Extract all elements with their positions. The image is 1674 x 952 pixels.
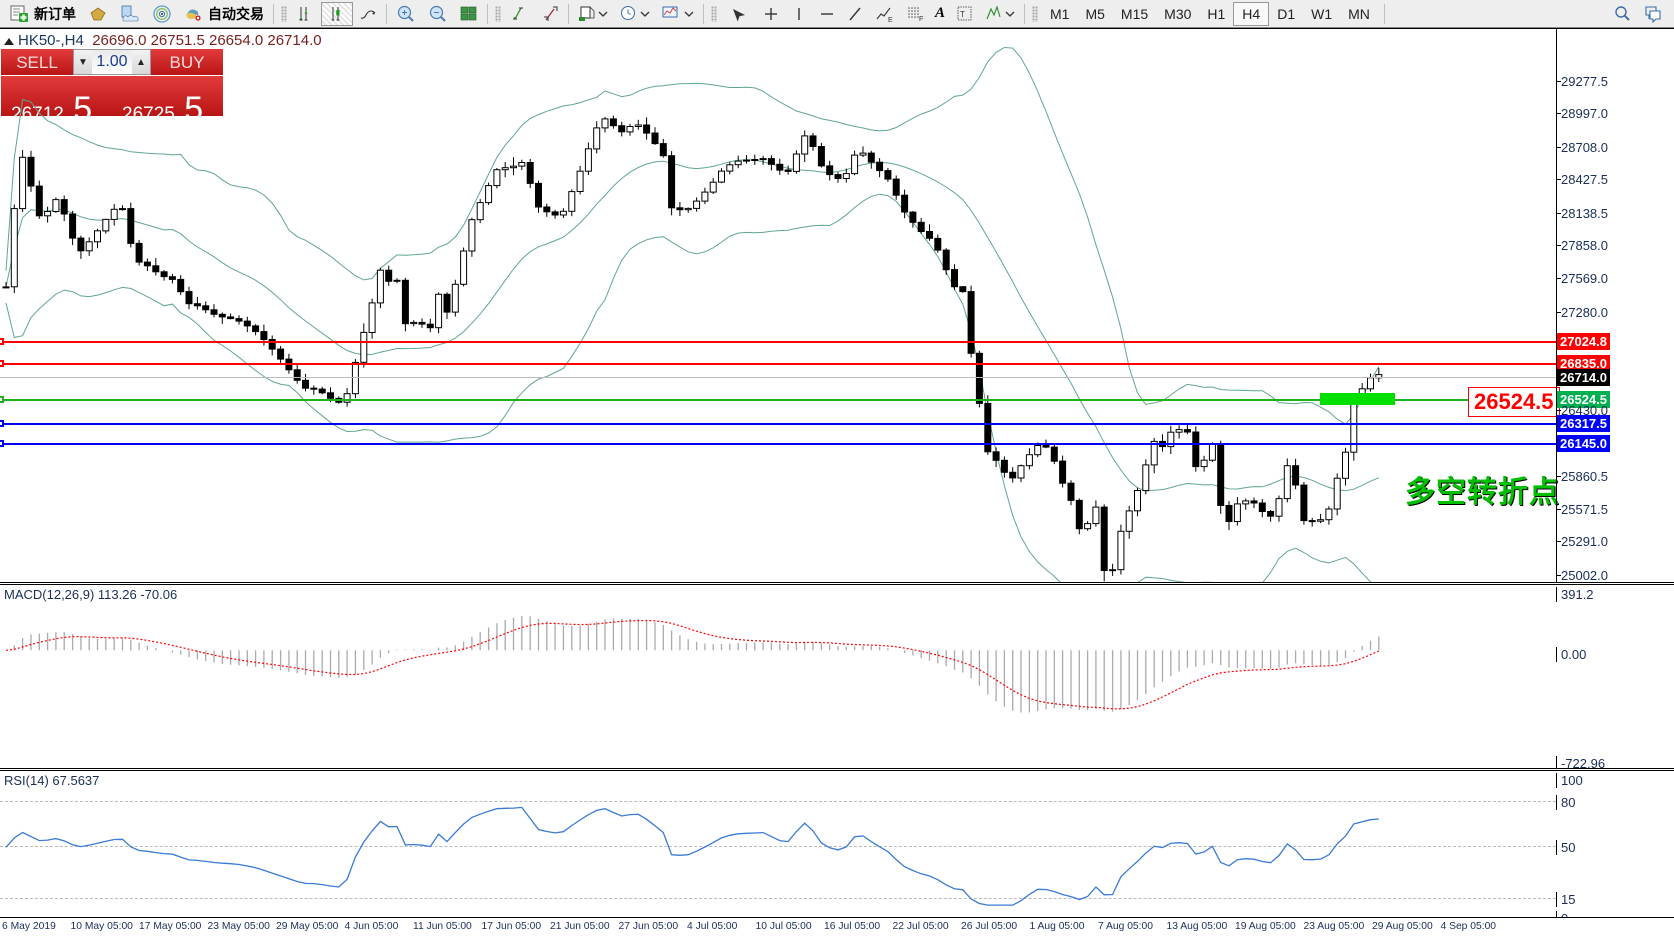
svg-text:F: F	[919, 16, 923, 22]
svg-text:E: E	[888, 17, 893, 23]
svg-text:T: T	[960, 10, 965, 19]
